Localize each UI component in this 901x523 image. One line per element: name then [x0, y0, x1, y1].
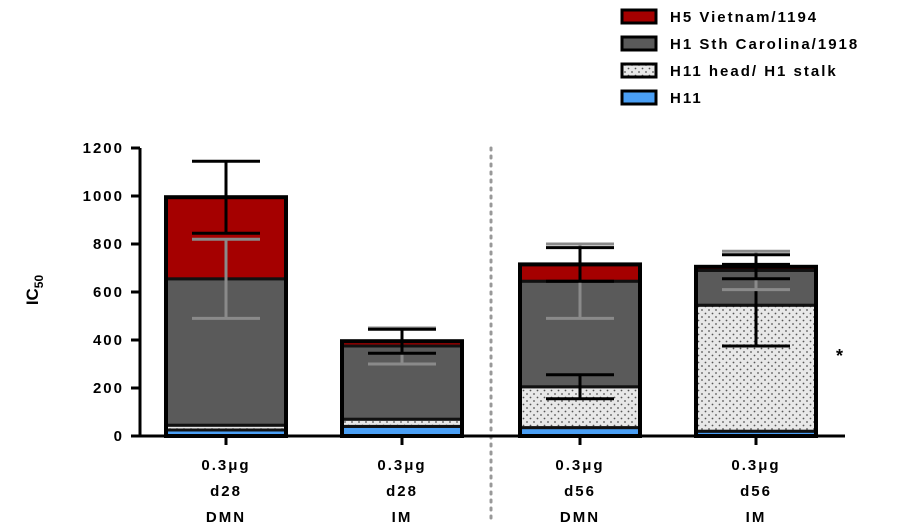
y-tick-label-0: 0	[114, 428, 124, 445]
y-axis-title: IC50	[23, 275, 46, 306]
annotations-group: *	[836, 346, 843, 366]
legend-label-h1-sth-carolina-1918: H1 Sth Carolina/1918	[670, 36, 859, 53]
category-label-3-line-2: d56	[564, 483, 596, 500]
y-tick-label-400: 400	[93, 332, 124, 349]
significance-annotation-1: *	[836, 346, 843, 366]
category-label-4-line-1: 0.3μg	[731, 457, 780, 474]
category-label-2-line-2: d28	[386, 483, 418, 500]
category-label-1-line-2: d28	[210, 483, 242, 500]
category-label-3-line-1: 0.3μg	[555, 457, 604, 474]
category-label-4-line-2: d56	[740, 483, 772, 500]
category-label-1-line-3: DMN	[206, 509, 246, 523]
y-tick-label-200: 200	[93, 380, 124, 397]
y-axis-title-subscript: 50	[32, 275, 46, 289]
y-axis-title-main: IC	[23, 288, 42, 305]
y-tick-label-600: 600	[93, 284, 124, 301]
legend-label-h5-vietnam-1194: H5 Vietnam/1194	[670, 9, 818, 26]
category-label-2-line-3: IM	[392, 509, 413, 523]
category-label-1-line-1: 0.3μg	[201, 457, 250, 474]
legend: H5 Vietnam/1194 H1 Sth Carolina/1918 H11 h…	[622, 9, 859, 107]
legend-swatch-h1-sth-carolina-1918	[622, 37, 656, 50]
category-label-4-line-3: IM	[746, 509, 767, 523]
legend-swatch-h11-head-h1-stalk	[622, 64, 656, 77]
legend-label-h11-head-h1-stalk: H11 head/ H1 stalk	[670, 63, 838, 80]
legend-label-h11: H11	[670, 90, 703, 107]
y-tick-label-1000: 1000	[83, 188, 124, 205]
category-label-3-line-3: DMN	[560, 509, 600, 523]
category-label-2-line-1: 0.3μg	[377, 457, 426, 474]
legend-swatch-h5-vietnam-1194	[622, 10, 656, 23]
y-tick-label-1200: 1200	[83, 140, 124, 157]
y-tick-label-800: 800	[93, 236, 124, 253]
legend-swatch-h11	[622, 91, 656, 104]
